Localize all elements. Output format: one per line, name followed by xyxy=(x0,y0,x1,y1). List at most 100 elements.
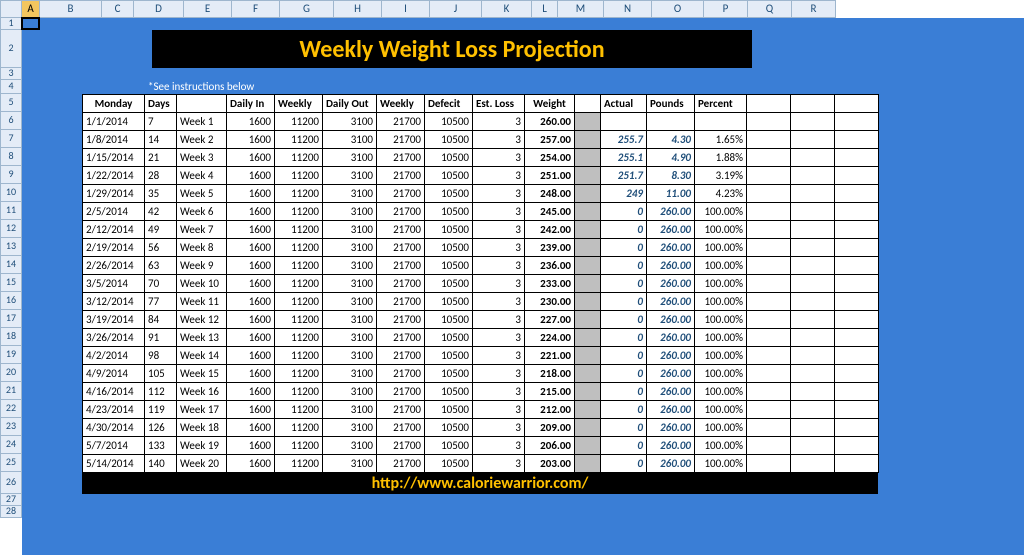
daily-out-cell[interactable]: 3100 xyxy=(323,329,377,347)
weight-cell[interactable]: 230.00 xyxy=(525,293,575,311)
weekly-out-cell[interactable]: 21700 xyxy=(377,113,425,131)
est-loss-cell[interactable]: 3 xyxy=(473,347,525,365)
extra-cell[interactable] xyxy=(747,167,791,185)
actual-cell[interactable]: 0 xyxy=(601,401,647,419)
est-loss-cell[interactable]: 3 xyxy=(473,203,525,221)
daily-out-cell[interactable]: 3100 xyxy=(323,167,377,185)
percent-cell[interactable] xyxy=(695,113,747,131)
week-cell[interactable]: Week 2 xyxy=(177,131,227,149)
extra-cell[interactable] xyxy=(835,113,879,131)
date-cell[interactable]: 4/23/2014 xyxy=(83,401,145,419)
week-cell[interactable]: Week 4 xyxy=(177,167,227,185)
week-cell[interactable]: Week 15 xyxy=(177,365,227,383)
daily-in-cell[interactable]: 1600 xyxy=(227,455,275,473)
col-header-D[interactable]: D xyxy=(134,0,184,18)
percent-cell[interactable]: 100.00% xyxy=(695,257,747,275)
pounds-cell[interactable]: 4.90 xyxy=(647,149,695,167)
est-loss-cell[interactable]: 3 xyxy=(473,167,525,185)
extra-cell[interactable] xyxy=(791,131,835,149)
days-cell[interactable]: 133 xyxy=(145,437,177,455)
pounds-cell[interactable]: 260.00 xyxy=(647,329,695,347)
daily-in-cell[interactable]: 1600 xyxy=(227,293,275,311)
deficit-cell[interactable]: 10500 xyxy=(425,113,473,131)
weekly-out-cell[interactable]: 21700 xyxy=(377,347,425,365)
deficit-cell[interactable]: 10500 xyxy=(425,311,473,329)
extra-cell[interactable] xyxy=(747,239,791,257)
deficit-cell[interactable]: 10500 xyxy=(425,239,473,257)
date-cell[interactable]: 4/2/2014 xyxy=(83,347,145,365)
est-loss-cell[interactable]: 3 xyxy=(473,437,525,455)
extra-cell[interactable] xyxy=(835,329,879,347)
actual-cell[interactable]: 0 xyxy=(601,203,647,221)
col-header-E[interactable]: E xyxy=(184,0,232,18)
daily-out-cell[interactable]: 3100 xyxy=(323,365,377,383)
deficit-cell[interactable]: 10500 xyxy=(425,383,473,401)
row-header-5[interactable]: 5 xyxy=(0,94,22,112)
col-header-H[interactable]: H xyxy=(334,0,382,18)
week-cell[interactable]: Week 20 xyxy=(177,455,227,473)
weekly-in-cell[interactable]: 11200 xyxy=(275,347,323,365)
daily-out-cell[interactable]: 3100 xyxy=(323,311,377,329)
pounds-cell[interactable] xyxy=(647,113,695,131)
pounds-cell[interactable]: 260.00 xyxy=(647,419,695,437)
row-header-26[interactable]: 26 xyxy=(0,472,22,494)
percent-cell[interactable]: 4.23% xyxy=(695,185,747,203)
week-cell[interactable]: Week 5 xyxy=(177,185,227,203)
est-loss-cell[interactable]: 3 xyxy=(473,401,525,419)
est-loss-cell[interactable]: 3 xyxy=(473,311,525,329)
row-header-20[interactable]: 20 xyxy=(0,364,22,382)
gap-cell[interactable] xyxy=(575,329,601,347)
gap-cell[interactable] xyxy=(575,455,601,473)
est-loss-cell[interactable]: 3 xyxy=(473,257,525,275)
daily-in-cell[interactable]: 1600 xyxy=(227,113,275,131)
weekly-in-cell[interactable]: 11200 xyxy=(275,131,323,149)
weight-cell[interactable]: 257.00 xyxy=(525,131,575,149)
row-header-7[interactable]: 7 xyxy=(0,130,22,148)
gap-cell[interactable] xyxy=(575,239,601,257)
date-cell[interactable]: 3/19/2014 xyxy=(83,311,145,329)
extra-cell[interactable] xyxy=(747,365,791,383)
gap-cell[interactable] xyxy=(575,275,601,293)
weekly-out-cell[interactable]: 21700 xyxy=(377,203,425,221)
extra-cell[interactable] xyxy=(835,275,879,293)
extra-cell[interactable] xyxy=(747,347,791,365)
weekly-out-cell[interactable]: 21700 xyxy=(377,239,425,257)
hdr-percent[interactable]: Percent xyxy=(695,95,747,113)
extra-cell[interactable] xyxy=(791,167,835,185)
weekly-in-cell[interactable]: 11200 xyxy=(275,329,323,347)
extra-cell[interactable] xyxy=(835,383,879,401)
date-cell[interactable]: 1/15/2014 xyxy=(83,149,145,167)
weight-cell[interactable]: 221.00 xyxy=(525,347,575,365)
weight-cell[interactable]: 251.00 xyxy=(525,167,575,185)
hdr-pounds[interactable]: Pounds xyxy=(647,95,695,113)
weekly-in-cell[interactable]: 11200 xyxy=(275,401,323,419)
extra-cell[interactable] xyxy=(791,365,835,383)
weekly-in-cell[interactable]: 11200 xyxy=(275,239,323,257)
est-loss-cell[interactable]: 3 xyxy=(473,383,525,401)
hdr-extra2[interactable] xyxy=(791,95,835,113)
percent-cell[interactable]: 100.00% xyxy=(695,203,747,221)
weight-cell[interactable]: 224.00 xyxy=(525,329,575,347)
extra-cell[interactable] xyxy=(747,401,791,419)
deficit-cell[interactable]: 10500 xyxy=(425,203,473,221)
actual-cell[interactable]: 0 xyxy=(601,383,647,401)
gap-cell[interactable] xyxy=(575,113,601,131)
daily-out-cell[interactable]: 3100 xyxy=(323,275,377,293)
pounds-cell[interactable]: 8.30 xyxy=(647,167,695,185)
date-cell[interactable]: 4/9/2014 xyxy=(83,365,145,383)
extra-cell[interactable] xyxy=(835,365,879,383)
extra-cell[interactable] xyxy=(747,275,791,293)
week-cell[interactable]: Week 19 xyxy=(177,437,227,455)
extra-cell[interactable] xyxy=(747,455,791,473)
hdr-est-loss[interactable]: Est. Loss xyxy=(473,95,525,113)
pounds-cell[interactable]: 260.00 xyxy=(647,365,695,383)
extra-cell[interactable] xyxy=(747,221,791,239)
row-header-21[interactable]: 21 xyxy=(0,382,22,400)
week-cell[interactable]: Week 12 xyxy=(177,311,227,329)
extra-cell[interactable] xyxy=(835,419,879,437)
gap-cell[interactable] xyxy=(575,167,601,185)
week-cell[interactable]: Week 18 xyxy=(177,419,227,437)
pounds-cell[interactable]: 260.00 xyxy=(647,221,695,239)
percent-cell[interactable]: 100.00% xyxy=(695,293,747,311)
weekly-out-cell[interactable]: 21700 xyxy=(377,329,425,347)
